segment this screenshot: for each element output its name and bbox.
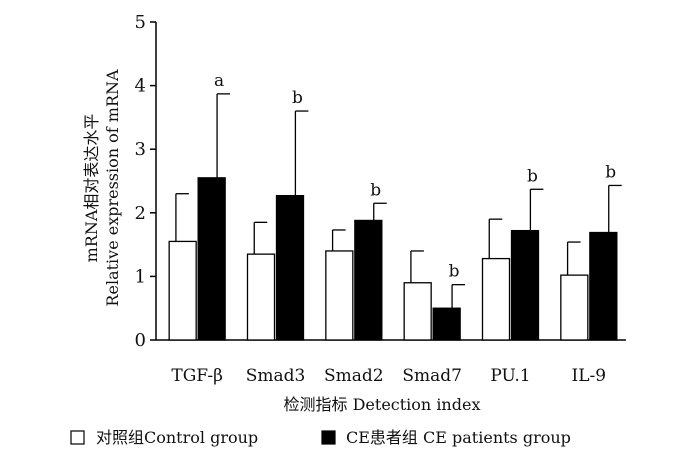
bar-control — [481, 257, 511, 341]
y-tick-label: 3 — [135, 139, 146, 160]
bar-control — [168, 240, 197, 341]
y-tick-label: 2 — [135, 203, 146, 224]
x-axis-title: 检测指标 Detection index — [284, 395, 481, 414]
significance-label: b — [527, 166, 538, 186]
axes — [155, 22, 626, 341]
bar-patients — [275, 194, 305, 341]
bar-patients — [510, 229, 540, 341]
y-axis-title-english: Relative expression of mRNA — [103, 69, 122, 307]
bars — [168, 177, 618, 341]
bar-patients — [197, 177, 226, 341]
y-tick-label: 0 — [135, 330, 146, 351]
bar-control — [403, 282, 432, 341]
significance-label: a — [214, 71, 224, 91]
bar-control — [246, 253, 276, 341]
x-tick-label: Smad2 — [324, 366, 384, 386]
y-ticks: 0 1 2 3 4 5 — [135, 12, 156, 351]
bar-patients — [354, 219, 383, 341]
x-tick-label: Smad7 — [402, 366, 462, 386]
legend-swatch-patients — [321, 430, 336, 445]
y-tick-label: 1 — [135, 266, 146, 287]
y-tick-label: 5 — [135, 12, 146, 33]
bar-patients — [589, 231, 618, 341]
y-axis-title-chinese: mRNA相对表达水平 — [82, 114, 101, 263]
bar-control — [325, 250, 354, 341]
significance-label: b — [370, 180, 381, 200]
x-tick-label: IL-9 — [572, 366, 607, 386]
x-tick-label: TGF-β — [171, 366, 223, 386]
x-tick-label: PU.1 — [490, 366, 530, 386]
legend-label-patients: CE患者组 CE patients group — [346, 428, 571, 447]
significance-label: b — [449, 262, 460, 282]
legend-label-control: 对照组Control group — [96, 428, 258, 447]
bar-control — [560, 274, 589, 341]
significance-label: b — [292, 88, 303, 108]
significance-labels: a b b b b b — [214, 71, 616, 282]
bar-patients — [432, 307, 461, 341]
x-tick-label: Smad3 — [246, 366, 306, 386]
error-bars — [175, 93, 622, 309]
legend: 对照组Control group CE患者组 CE patients group — [70, 428, 571, 447]
y-tick-label: 4 — [135, 76, 146, 97]
significance-label: b — [605, 162, 616, 182]
legend-swatch-control — [70, 430, 85, 445]
x-tick-labels: TGF-β Smad3 Smad2 Smad7 PU.1 IL-9 — [171, 366, 606, 386]
